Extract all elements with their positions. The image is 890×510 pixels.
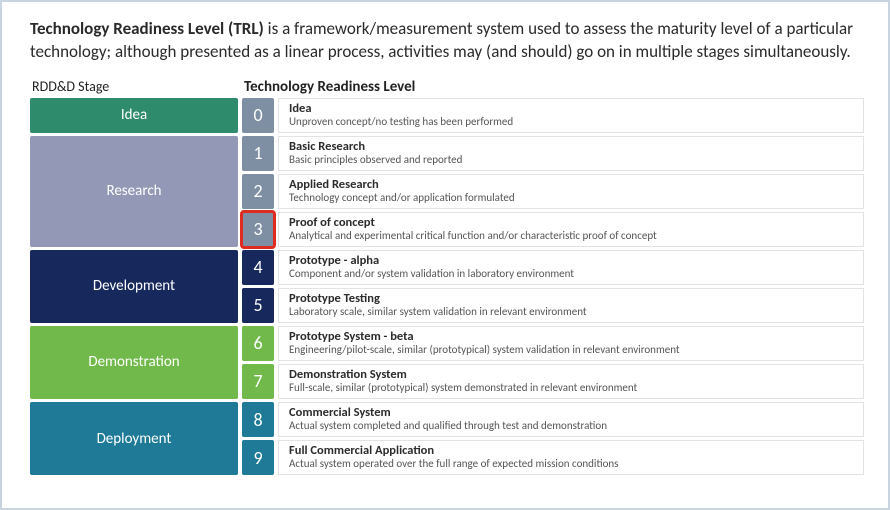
level-number: 9 xyxy=(242,440,274,475)
level-number: 8 xyxy=(242,402,274,437)
level-title: Applied Research xyxy=(289,178,855,192)
level-description: Prototype Testing Laboratory scale, simi… xyxy=(278,288,864,323)
stage-label: Idea xyxy=(30,98,238,133)
level-subtitle: Component and/or system validation in la… xyxy=(289,268,855,281)
level-row: 4Prototype - alphaComponent and/or syste… xyxy=(242,250,864,285)
intro-bold: Technology Readiness Level (TRL) xyxy=(30,18,264,39)
level-number: 1 xyxy=(242,136,274,171)
stage-row: Deployment8Commercial SystemActual syste… xyxy=(30,402,864,475)
level-number: 3 xyxy=(242,212,274,247)
level-row: 9Full Commercial ApplicationActual syste… xyxy=(242,440,864,475)
level-description: Basic ResearchBasic principles observed … xyxy=(278,136,864,171)
level-number: 2 xyxy=(242,174,274,209)
level-row: 6Prototype System - betaEngineering/pilo… xyxy=(242,326,864,361)
level-title: Demonstration System xyxy=(289,368,855,382)
stage-row: Idea0IdeaUnproven concept/no testing has… xyxy=(30,98,864,133)
level-title: Prototype Testing xyxy=(289,292,855,306)
level-title: Proof of concept xyxy=(289,216,855,230)
level-row: 0IdeaUnproven concept/no testing has bee… xyxy=(242,98,864,133)
level-description: Prototype - alphaComponent and/or system… xyxy=(278,250,864,285)
level-row: 1Basic ResearchBasic principles observed… xyxy=(242,136,864,171)
level-title: Prototype - alpha xyxy=(289,254,855,268)
level-row: 8Commercial SystemActual system complete… xyxy=(242,402,864,437)
level-number: 4 xyxy=(242,250,274,285)
level-description: Proof of conceptAnalytical and experimen… xyxy=(278,212,864,247)
level-subtitle: Actual system completed and qualified th… xyxy=(289,420,855,433)
level-row: 3Proof of conceptAnalytical and experime… xyxy=(242,212,864,247)
stage-row: Development4Prototype - alphaComponent a… xyxy=(30,250,864,323)
stage-label: Deployment xyxy=(30,402,238,475)
header-trl: Technology Readiness Level xyxy=(238,78,415,96)
level-subtitle: Actual system operated over the full ran… xyxy=(289,458,855,471)
level-row: 2Applied ResearchTechnology concept and/… xyxy=(242,174,864,209)
level-title: Full Commercial Application xyxy=(289,444,855,458)
level-description: Demonstration System Full-scale, similar… xyxy=(278,364,864,399)
level-title: Prototype System - beta xyxy=(289,330,855,344)
level-subtitle: Unproven concept/no testing has been per… xyxy=(289,116,855,129)
intro-paragraph: Technology Readiness Level (TRL) is a fr… xyxy=(30,18,864,64)
trl-grid: Idea0IdeaUnproven concept/no testing has… xyxy=(30,98,864,475)
stage-label: Demonstration xyxy=(30,326,238,399)
header-stage: RDD&D Stage xyxy=(30,78,238,96)
stage-row: Research1Basic ResearchBasic principles … xyxy=(30,136,864,247)
stage-levels: 0IdeaUnproven concept/no testing has bee… xyxy=(242,98,864,133)
stage-levels: 6Prototype System - betaEngineering/pilo… xyxy=(242,326,864,399)
stage-levels: 8Commercial SystemActual system complete… xyxy=(242,402,864,475)
stage-levels: 4Prototype - alphaComponent and/or syste… xyxy=(242,250,864,323)
level-title: Commercial System xyxy=(289,406,855,420)
level-number: 5 xyxy=(242,288,274,323)
level-subtitle: Laboratory scale, similar system validat… xyxy=(289,306,855,319)
level-description: Full Commercial ApplicationActual system… xyxy=(278,440,864,475)
stage-levels: 1Basic ResearchBasic principles observed… xyxy=(242,136,864,247)
level-row: 5Prototype Testing Laboratory scale, sim… xyxy=(242,288,864,323)
level-subtitle: Engineering/pilot-scale, similar (protot… xyxy=(289,344,855,357)
level-title: Basic Research xyxy=(289,140,855,154)
level-number: 6 xyxy=(242,326,274,361)
level-subtitle: Full-scale, similar (prototypical) syste… xyxy=(289,382,855,395)
level-description: Prototype System - betaEngineering/pilot… xyxy=(278,326,864,361)
level-number: 7 xyxy=(242,364,274,399)
level-subtitle: Technology concept and/or application fo… xyxy=(289,192,855,205)
level-description: Applied ResearchTechnology concept and/o… xyxy=(278,174,864,209)
level-title: Idea xyxy=(289,102,855,116)
level-description: IdeaUnproven concept/no testing has been… xyxy=(278,98,864,133)
level-description: Commercial SystemActual system completed… xyxy=(278,402,864,437)
level-subtitle: Basic principles observed and reported xyxy=(289,154,855,167)
stage-row: Demonstration6Prototype System - betaEng… xyxy=(30,326,864,399)
level-subtitle: Analytical and experimental critical fun… xyxy=(289,230,855,243)
column-headers: RDD&D Stage Technology Readiness Level xyxy=(30,78,864,96)
stage-label: Research xyxy=(30,136,238,247)
stage-label: Development xyxy=(30,250,238,323)
level-number: 0 xyxy=(242,98,274,133)
level-row: 7 Demonstration System Full-scale, simil… xyxy=(242,364,864,399)
